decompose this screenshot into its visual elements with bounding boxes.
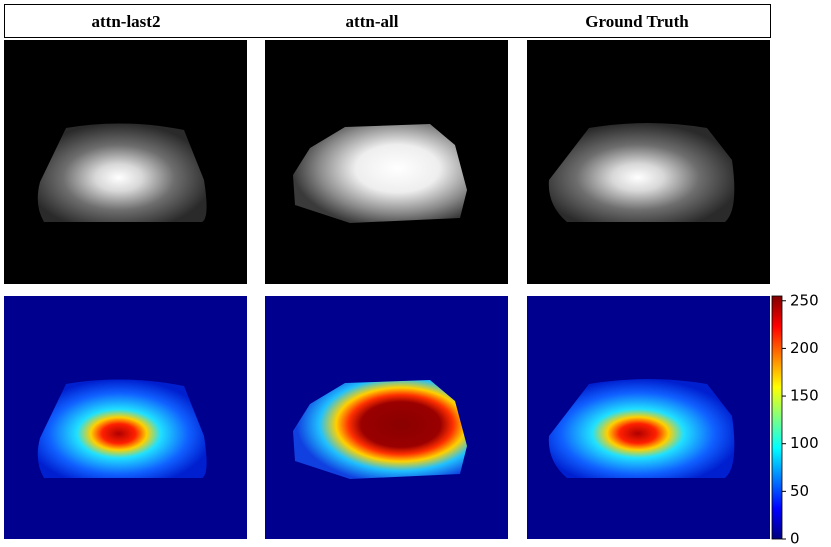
tick-label: 250 [790,291,819,309]
tick-label: 150 [790,387,819,405]
column-title: attn-all [346,12,399,31]
gray-image [4,40,247,284]
heatmap-image [265,296,508,539]
heatmap-image [527,296,770,539]
gray-image [265,40,508,284]
gray-image [527,40,770,284]
column-title: Ground Truth [585,12,689,31]
column-title: attn-last2 [92,12,161,31]
header-box [4,4,771,38]
heatmap-image [4,296,247,539]
tick-label: 100 [790,434,819,452]
tick-label: 200 [790,339,819,357]
colorbar [771,295,783,540]
tick-label: 50 [790,482,809,500]
tick-label: 0 [790,530,800,547]
colorbar-ticks: 0 50 100 150 200 250 [782,291,819,547]
